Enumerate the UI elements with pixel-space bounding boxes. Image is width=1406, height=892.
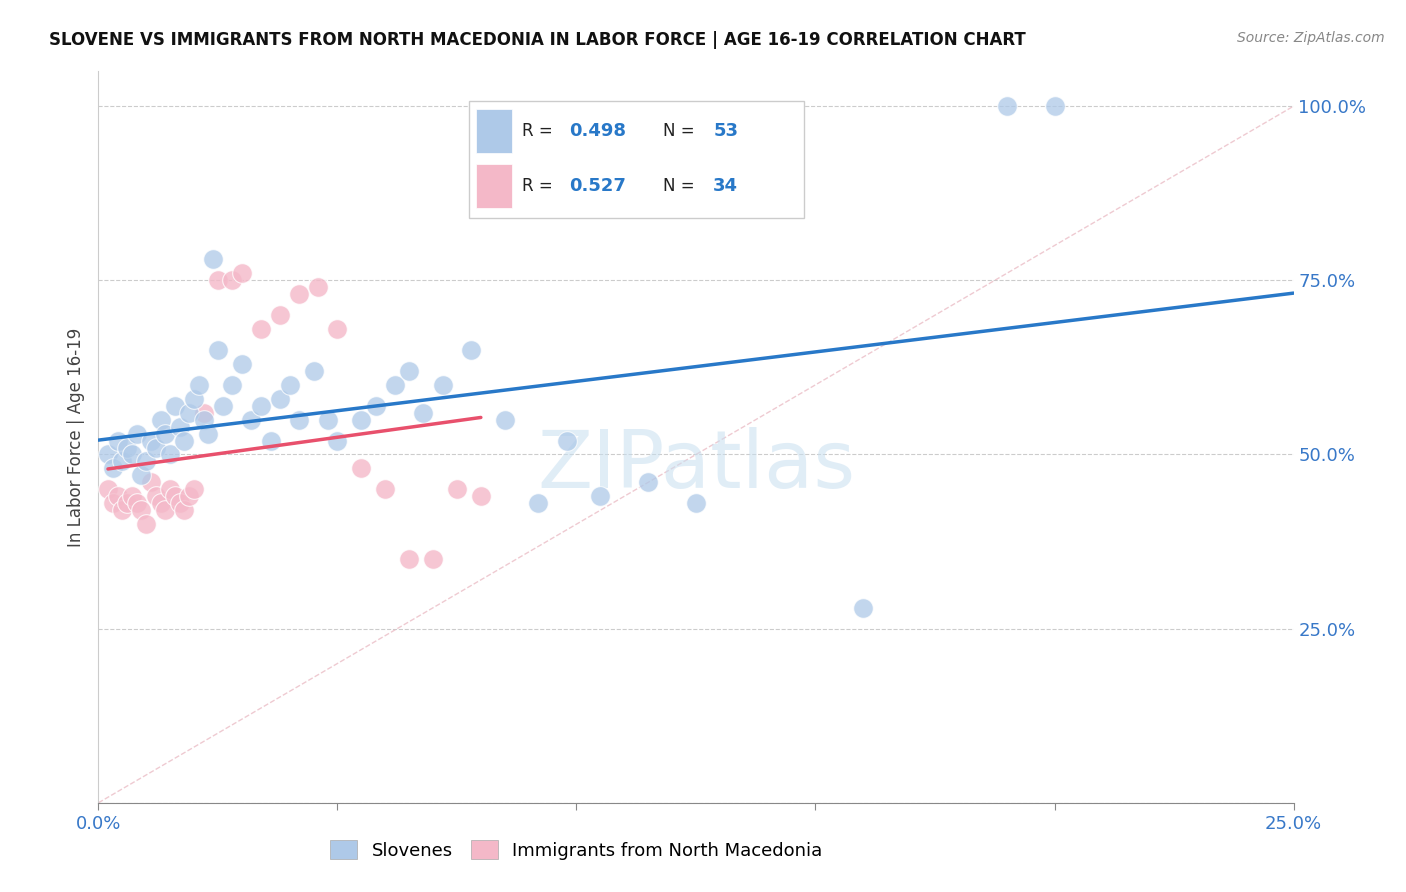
Point [197, 426, 219, 441]
Point [202, 252, 225, 267]
Point [169, 419, 191, 434]
Point [302, 364, 325, 378]
Point [350, 412, 373, 426]
Point [179, 489, 201, 503]
Point [259, 434, 281, 448]
Point [852, 600, 875, 615]
Point [231, 266, 253, 280]
Point [221, 377, 243, 392]
Point [316, 412, 339, 426]
Point [250, 322, 273, 336]
Text: SLOVENE VS IMMIGRANTS FROM NORTH MACEDONIA IN LABOR FORCE | AGE 16-19 CORRELATIO: SLOVENE VS IMMIGRANTS FROM NORTH MACEDON… [49, 31, 1026, 49]
Point [101, 496, 124, 510]
Point [193, 412, 215, 426]
Point [125, 496, 148, 510]
Point [107, 489, 129, 503]
Point [115, 441, 138, 455]
Point [685, 496, 707, 510]
Point [250, 399, 273, 413]
Point [470, 489, 492, 503]
Point [159, 483, 181, 497]
Point [527, 496, 550, 510]
Point [326, 322, 349, 336]
Point [193, 406, 215, 420]
Point [364, 399, 387, 413]
Point [637, 475, 659, 490]
Point [121, 489, 143, 503]
Point [149, 412, 172, 426]
Point [155, 426, 177, 441]
Point [101, 461, 124, 475]
Point [269, 308, 291, 322]
Point [131, 503, 153, 517]
Point [121, 448, 143, 462]
Point [179, 406, 201, 420]
Point [460, 343, 482, 357]
Point [288, 287, 311, 301]
Point [163, 399, 186, 413]
Point [135, 454, 157, 468]
Point [107, 434, 129, 448]
Point [398, 552, 420, 566]
Point [494, 412, 516, 426]
Point [173, 503, 195, 517]
Point [125, 426, 148, 441]
Point [555, 434, 578, 448]
Point [1043, 99, 1066, 113]
Point [211, 399, 233, 413]
Point [145, 489, 167, 503]
Point [221, 273, 243, 287]
Point [231, 357, 253, 371]
Point [374, 483, 396, 497]
Point [422, 552, 444, 566]
Point [350, 461, 373, 475]
Point [326, 434, 349, 448]
Point [173, 434, 195, 448]
Point [111, 503, 134, 517]
Point [269, 392, 291, 406]
Point [240, 412, 263, 426]
Point [183, 483, 205, 497]
Point [589, 489, 612, 503]
Point [131, 468, 153, 483]
Point [163, 489, 186, 503]
Point [288, 412, 311, 426]
Point [139, 475, 162, 490]
Point [446, 483, 468, 497]
Legend: Slovenes, Immigrants from North Macedonia: Slovenes, Immigrants from North Macedoni… [323, 833, 830, 867]
Point [135, 517, 157, 532]
Point [278, 377, 301, 392]
Point [97, 483, 120, 497]
Point [995, 99, 1018, 113]
Point [97, 448, 120, 462]
Point [155, 503, 177, 517]
Text: ZIPatlas: ZIPatlas [537, 427, 855, 506]
Point [307, 280, 329, 294]
Point [149, 496, 172, 510]
Point [207, 343, 229, 357]
Point [187, 377, 209, 392]
Point [145, 441, 167, 455]
Point [207, 273, 229, 287]
Text: Source: ZipAtlas.com: Source: ZipAtlas.com [1237, 31, 1385, 45]
Point [139, 434, 162, 448]
Y-axis label: In Labor Force | Age 16-19: In Labor Force | Age 16-19 [66, 327, 84, 547]
Point [115, 496, 138, 510]
Point [398, 364, 420, 378]
Point [412, 406, 434, 420]
Point [183, 392, 205, 406]
Point [169, 496, 191, 510]
Point [111, 454, 134, 468]
Point [159, 448, 181, 462]
Point [384, 377, 406, 392]
Point [432, 377, 454, 392]
